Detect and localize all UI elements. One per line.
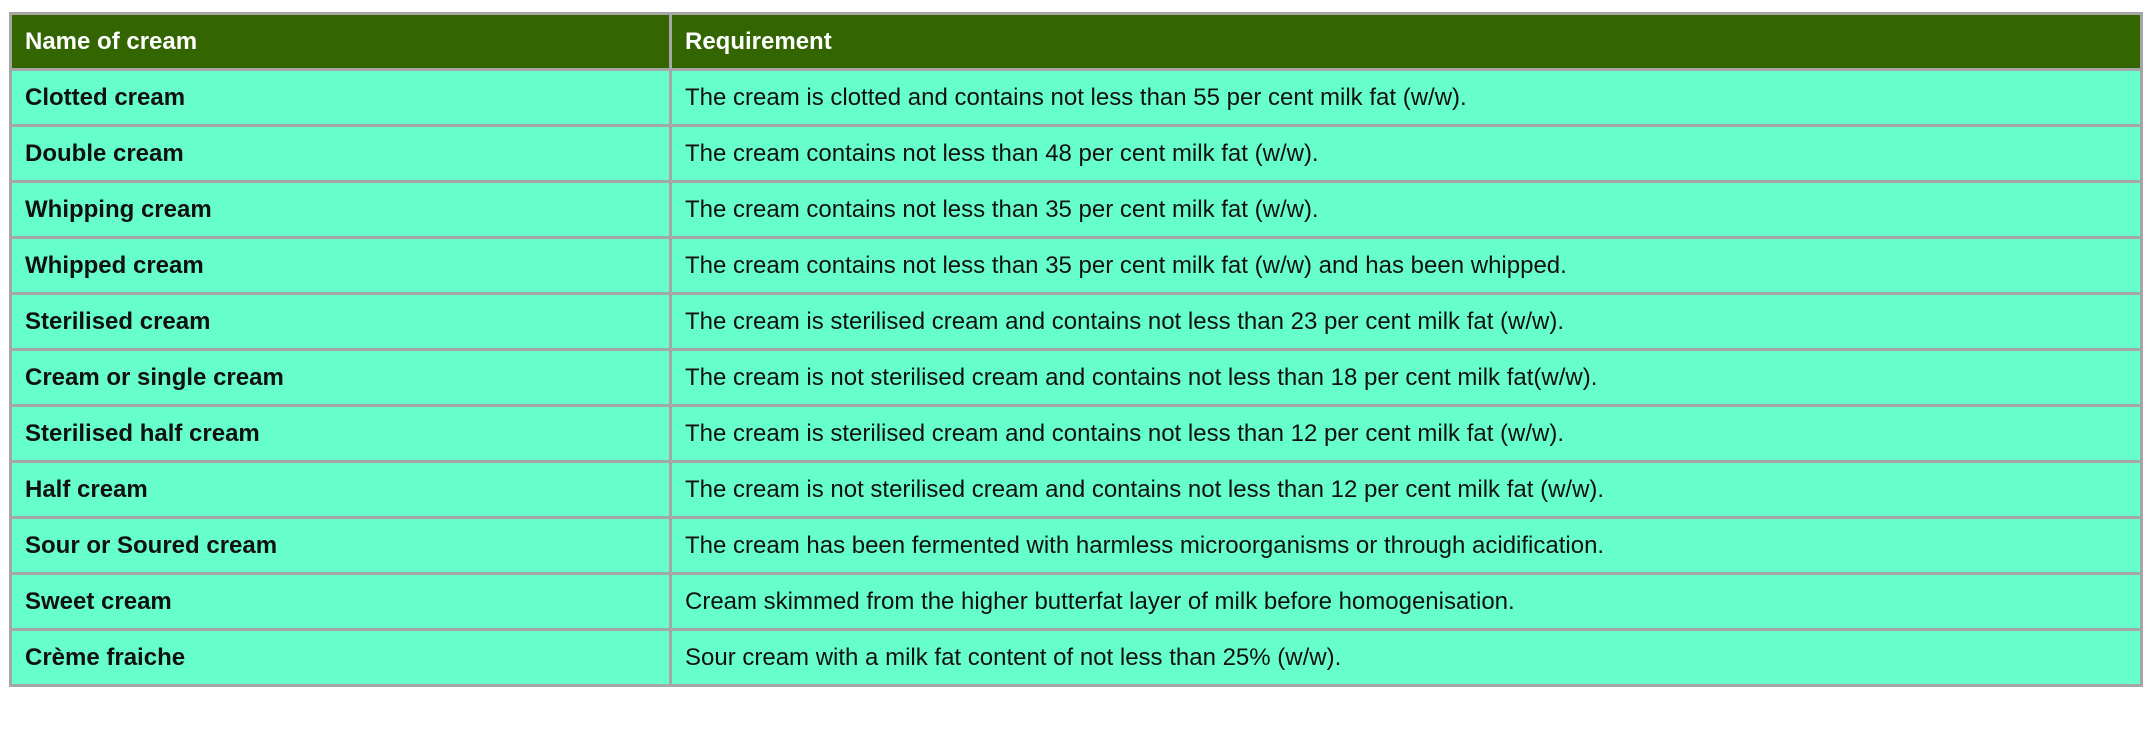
table-row: Sour or Soured cream The cream has been f… [9, 516, 2143, 575]
cream-name: Double cream [9, 124, 672, 183]
cream-name: Sterilised half cream [9, 404, 672, 463]
requirement: The cream contains not less than 35 per … [669, 236, 2143, 295]
cream-name: Whipped cream [9, 236, 672, 295]
requirement: The cream contains not less than 48 per … [669, 124, 2143, 183]
table-row: Sweet cream Cream skimmed from the higher… [9, 572, 2143, 631]
cream-name: Sweet cream [9, 572, 672, 631]
table-row: Cream or single cream The cream is not st… [9, 348, 2143, 407]
requirement: The cream has been fermented with harmle… [669, 516, 2143, 575]
requirement: The cream is not sterilised cream and co… [669, 348, 2143, 407]
header-cell: Requirement [669, 12, 2143, 71]
table-row: Crème fraiche Sour cream with a milk fat … [9, 628, 2143, 687]
cream-name: Half cream [9, 460, 672, 519]
cream-table: Name of cream Requirement Clotted cream T… [9, 12, 2143, 687]
cream-name: Clotted cream [9, 68, 672, 127]
requirement: The cream is clotted and contains not le… [669, 68, 2143, 127]
table-row: Half cream The cream is not sterilised cr… [9, 460, 2143, 519]
requirement: The cream is not sterilised cream and co… [669, 460, 2143, 519]
cream-name: Sterilised cream [9, 292, 672, 351]
table-row: Double cream The cream contains not less … [9, 124, 2143, 183]
cream-name: Cream or single cream [9, 348, 672, 407]
table-row: Whipped cream The cream contains not less… [9, 236, 2143, 295]
cream-name: Crème fraiche [9, 628, 672, 687]
table-row: Clotted cream The cream is clotted and co… [9, 68, 2143, 127]
table-row: Sterilised half cream The cream is steril… [9, 404, 2143, 463]
requirement: The cream contains not less than 35 per … [669, 180, 2143, 239]
requirement: Cream skimmed from the higher butterfat … [669, 572, 2143, 631]
requirement: The cream is sterilised cream and contai… [669, 292, 2143, 351]
header-row: Name of cream Requirement [9, 12, 2143, 71]
header-cell: Name of cream [9, 12, 672, 71]
table-row: Whipping cream The cream contains not les… [9, 180, 2143, 239]
cream-name: Whipping cream [9, 180, 672, 239]
cream-name: Sour or Soured cream [9, 516, 672, 575]
requirement: The cream is sterilised cream and contai… [669, 404, 2143, 463]
requirement: Sour cream with a milk fat content of no… [669, 628, 2143, 687]
table-row: Sterilised cream The cream is sterilised … [9, 292, 2143, 351]
